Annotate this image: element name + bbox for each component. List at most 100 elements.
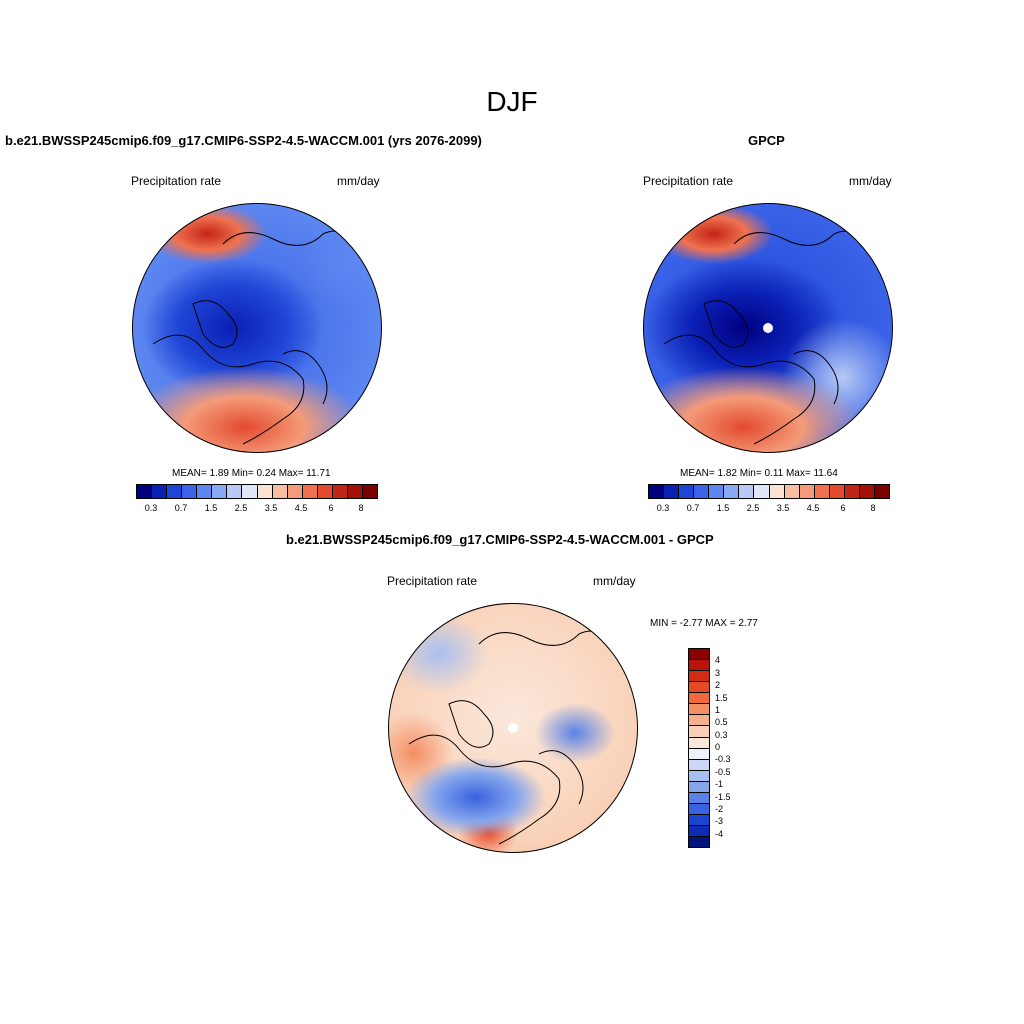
- obs-coastlines: [663, 230, 875, 445]
- colorbar-swatch: [689, 814, 709, 826]
- colorbar-swatch: [689, 781, 709, 793]
- colorbar-swatch: [829, 485, 845, 498]
- colorbar-tick-label: -0.3: [715, 754, 731, 765]
- diff-stats: MIN = -2.77 MAX = 2.77: [650, 618, 758, 629]
- colorbar-swatch: [272, 485, 288, 498]
- colorbar-tick-label: 0.3: [656, 503, 670, 513]
- colorbar-swatch: [859, 485, 875, 498]
- colorbar-tick-label: 2: [715, 680, 721, 691]
- colorbar-tick-label: 8: [870, 503, 876, 513]
- colorbar-swatch: [689, 803, 709, 815]
- colorbar-swatch: [689, 671, 709, 683]
- colorbar-tick-label: -1: [715, 779, 724, 790]
- model-units-label: mm/day: [337, 174, 380, 188]
- colorbar-swatch: [689, 737, 709, 749]
- model-polar-map: [132, 203, 382, 453]
- diff-panel-title: b.e21.BWSSP245cmip6.f09_g17.CMIP6-SSP2-4…: [286, 532, 714, 547]
- diff-colorbar-labels: 4 3 2 1.5 1 0.5 0.3 0 -0.3 -0.5 -1 -1.5 -2 -3 -4: [715, 648, 755, 846]
- colorbar-swatch: [784, 485, 800, 498]
- colorbar-swatch: [287, 485, 303, 498]
- colorbar-swatch: [689, 748, 709, 760]
- colorbar-tick-label: 3.5: [776, 503, 790, 513]
- obs-polar-missing-marker: [763, 323, 773, 333]
- colorbar-swatch: [152, 485, 168, 498]
- colorbar-tick-label: 1: [715, 704, 721, 715]
- diff-polar-missing-marker: [508, 723, 518, 733]
- obs-colorbar: [648, 484, 890, 499]
- colorbar-swatch: [362, 485, 377, 498]
- model-colorbar-labels: 0.3 0.7 1.5 2.5 3.5 4.5 6 8: [136, 503, 376, 517]
- diff-polar-map: [388, 603, 638, 853]
- colorbar-swatch: [754, 485, 770, 498]
- colorbar-tick-label: -0.5: [715, 766, 731, 777]
- colorbar-swatch: [689, 660, 709, 672]
- colorbar-swatch: [689, 704, 709, 716]
- colorbar-swatch: [689, 837, 709, 848]
- colorbar-tick-label: 3.5: [264, 503, 278, 513]
- colorbar-swatch: [197, 485, 213, 498]
- colorbar-tick-label: -4: [715, 828, 724, 839]
- colorbar-tick-label: -1.5: [715, 791, 731, 802]
- diff-coastlines: [408, 630, 620, 845]
- colorbar-swatch: [689, 770, 709, 782]
- obs-stats: MEAN= 1.82 Min= 0.11 Max= 11.64: [680, 468, 838, 479]
- colorbar-swatch: [689, 693, 709, 705]
- colorbar-swatch: [689, 682, 709, 694]
- obs-polar-map: [643, 203, 893, 453]
- colorbar-tick-label: 2.5: [746, 503, 760, 513]
- obs-variable-label: Precipitation rate: [643, 174, 734, 188]
- colorbar-swatch: [769, 485, 785, 498]
- colorbar-tick-label: 4.5: [294, 503, 308, 513]
- model-variable-label: Precipitation rate: [131, 174, 222, 188]
- colorbar-swatch: [739, 485, 755, 498]
- colorbar-tick-label: 0.5: [715, 717, 728, 728]
- colorbar-swatch: [649, 485, 665, 498]
- colorbar-swatch: [689, 759, 709, 771]
- colorbar-tick-label: 8: [358, 503, 364, 513]
- colorbar-tick-label: 6: [328, 503, 334, 513]
- colorbar-swatch: [799, 485, 815, 498]
- colorbar-swatch: [317, 485, 333, 498]
- colorbar-tick-label: 0.3: [144, 503, 158, 513]
- colorbar-swatch: [679, 485, 695, 498]
- colorbar-swatch: [694, 485, 710, 498]
- colorbar-swatch: [689, 649, 709, 661]
- colorbar-tick-label: 4: [715, 655, 721, 666]
- colorbar-tick-label: 0.3: [715, 729, 728, 740]
- colorbar-swatch: [347, 485, 363, 498]
- diff-colorbar: [688, 648, 710, 848]
- colorbar-swatch: [724, 485, 740, 498]
- colorbar-swatch: [167, 485, 183, 498]
- model-coastlines: [152, 230, 364, 445]
- colorbar-tick-label: -3: [715, 816, 724, 827]
- obs-colorbar-labels: 0.3 0.7 1.5 2.5 3.5 4.5 6 8: [648, 503, 888, 517]
- obs-units-label: mm/day: [849, 174, 892, 188]
- colorbar-swatch: [212, 485, 228, 498]
- colorbar-tick-label: 1.5: [715, 692, 728, 703]
- colorbar-swatch: [257, 485, 273, 498]
- colorbar-swatch: [874, 485, 889, 498]
- colorbar-swatch: [689, 715, 709, 727]
- colorbar-tick-label: 0: [715, 742, 721, 752]
- colorbar-swatch: [814, 485, 830, 498]
- colorbar-tick-label: 4.5: [806, 503, 820, 513]
- colorbar-tick-label: 0.7: [174, 503, 188, 513]
- colorbar-tick-label: 3: [715, 667, 721, 678]
- colorbar-tick-label: 2.5: [234, 503, 248, 513]
- figure-title: DJF: [486, 86, 538, 117]
- colorbar-swatch: [689, 726, 709, 738]
- colorbar-swatch: [664, 485, 680, 498]
- colorbar-tick-label: 6: [840, 503, 846, 513]
- colorbar-swatch: [332, 485, 348, 498]
- model-panel-title: b.e21.BWSSP245cmip6.f09_g17.CMIP6-SSP2-4…: [5, 133, 482, 148]
- model-colorbar: [136, 484, 378, 499]
- colorbar-swatch: [137, 485, 153, 498]
- colorbar-tick-label: 1.5: [204, 503, 218, 513]
- model-stats: MEAN= 1.89 Min= 0.24 Max= 11.71: [172, 468, 331, 479]
- colorbar-swatch: [242, 485, 258, 498]
- obs-panel-title: GPCP: [748, 133, 785, 148]
- colorbar-swatch: [182, 485, 198, 498]
- colorbar-swatch: [689, 826, 709, 838]
- diff-variable-label: Precipitation rate: [387, 574, 478, 588]
- colorbar-swatch: [302, 485, 318, 498]
